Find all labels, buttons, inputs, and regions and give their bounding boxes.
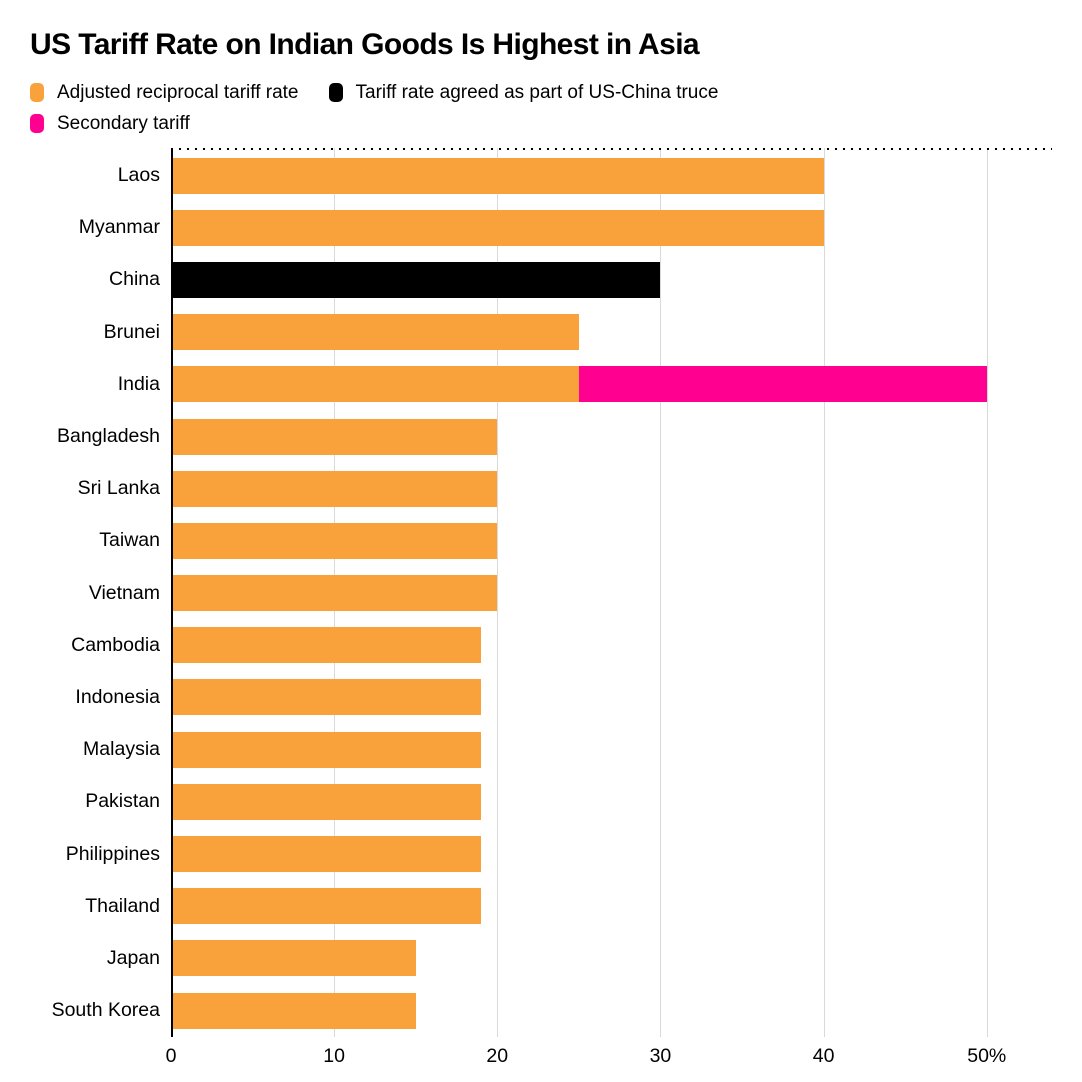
chart-row: South Korea — [30, 985, 1052, 1037]
x-tick-label-10: 10 — [323, 1044, 345, 1067]
legend-label-secondary-tariff: Secondary tariff — [57, 112, 190, 134]
chart-row: Pakistan — [30, 776, 1052, 828]
chart-row: Vietnam — [30, 567, 1052, 619]
category-label: Brunei — [103, 320, 160, 343]
gridline-50 — [986, 147, 988, 1037]
bar-segment-black — [171, 261, 661, 298]
bar-track — [171, 314, 1052, 351]
bar-segment-orange — [171, 783, 481, 820]
bar-segment-orange — [171, 314, 579, 351]
x-axis: 0 10 20 30 40 50% — [166, 1037, 1052, 1071]
bar-segment-orange — [171, 157, 824, 194]
chart-row: Philippines — [30, 828, 1052, 880]
bar-segment-orange — [171, 522, 498, 559]
bar-track — [171, 679, 1052, 716]
bar-segment-orange — [171, 888, 481, 925]
bar-track — [171, 940, 1052, 977]
bar-segment-orange — [171, 627, 481, 664]
chart-row: Thailand — [30, 880, 1052, 932]
bar-segment-pink — [578, 366, 987, 403]
bar-segment-orange — [171, 575, 498, 612]
bar-segment-orange — [171, 992, 416, 1029]
legend: Adjusted reciprocal tariff rate Tariff r… — [30, 81, 1052, 136]
x-tick-label-40: 40 — [812, 1044, 835, 1067]
bar-track — [171, 522, 1052, 559]
bar-segment-orange — [171, 418, 498, 455]
legend-item-adjusted-reciprocal: Adjusted reciprocal tariff rate — [30, 81, 299, 105]
category-label: China — [109, 268, 160, 291]
chart-row: Sri Lanka — [30, 463, 1052, 515]
category-label: India — [117, 372, 160, 395]
x-tick-label-0: 0 — [165, 1044, 177, 1067]
bar-segment-orange — [171, 836, 481, 873]
chart-row: China — [30, 254, 1052, 306]
bar-segment-orange — [171, 679, 481, 716]
bar-track — [171, 470, 1052, 507]
legend-label-us-china-truce: Tariff rate agreed as part of US-China t… — [355, 81, 719, 103]
bar-track — [171, 783, 1052, 820]
chart-row: Brunei — [30, 306, 1052, 358]
chart-row: Japan — [30, 932, 1052, 984]
x-tick-label-20: 20 — [486, 1044, 509, 1067]
chart-row: Cambodia — [30, 619, 1052, 671]
bar-track — [171, 731, 1052, 768]
x-tick-label-50: 50% — [967, 1044, 1007, 1067]
legend-item-secondary-tariff: Secondary tariff — [30, 112, 190, 136]
plot-top-dotted-border — [171, 147, 1052, 150]
bar-track — [171, 366, 1052, 403]
chart-row: Indonesia — [30, 671, 1052, 723]
legend-swatch-orange-icon — [30, 83, 44, 102]
gridline-40 — [823, 147, 825, 1037]
legend-swatch-black-icon — [328, 83, 343, 102]
legend-swatch-pink-icon — [30, 114, 44, 133]
gridline-20 — [497, 147, 499, 1037]
bar-track — [171, 157, 1052, 194]
bar-track — [171, 836, 1052, 873]
category-label: Malaysia — [83, 738, 160, 761]
category-label: Cambodia — [71, 633, 160, 656]
legend-row-1: Adjusted reciprocal tariff rate Tariff r… — [30, 81, 1052, 105]
gridline-30 — [660, 147, 662, 1037]
chart-row: India — [30, 358, 1052, 410]
x-tick-label-30: 30 — [649, 1044, 672, 1067]
chart-row: Laos — [30, 150, 1052, 202]
category-label: South Korea — [51, 999, 160, 1022]
bar-track — [171, 575, 1052, 612]
bar-track — [171, 992, 1052, 1029]
category-label: Bangladesh — [56, 425, 160, 448]
legend-row-2: Secondary tariff — [30, 112, 1052, 136]
bar-segment-orange — [171, 940, 416, 977]
category-label: Japan — [106, 946, 160, 969]
bar-track — [171, 209, 1052, 246]
category-label: Taiwan — [99, 529, 160, 552]
chart-row: Bangladesh — [30, 410, 1052, 462]
chart-row: Malaysia — [30, 724, 1052, 776]
legend-label-adjusted-reciprocal: Adjusted reciprocal tariff rate — [57, 81, 299, 103]
zero-axis-line — [171, 147, 173, 1037]
category-label: Philippines — [65, 842, 160, 865]
bar-segment-orange — [171, 470, 498, 507]
bar-chart: Laos Myanmar China Brunei India Bangladesh Sri… — [30, 147, 1052, 1071]
bar-segment-orange — [171, 731, 481, 768]
bar-track — [171, 888, 1052, 925]
bar-track — [171, 418, 1052, 455]
bar-rows: Laos Myanmar China Brunei India Bangladesh Sri… — [30, 148, 1052, 1037]
category-label: Thailand — [85, 894, 160, 917]
chart-row: Taiwan — [30, 515, 1052, 567]
legend-item-us-china-truce: Tariff rate agreed as part of US-China t… — [328, 81, 719, 105]
category-label: Myanmar — [78, 216, 160, 239]
category-label: Vietnam — [88, 581, 160, 604]
bar-track — [171, 627, 1052, 664]
chart-title: US Tariff Rate on Indian Goods Is Highes… — [30, 28, 700, 61]
category-label: Sri Lanka — [77, 477, 160, 500]
bar-track — [171, 261, 1052, 298]
bar-segment-orange — [171, 209, 824, 246]
bar-segment-orange — [171, 366, 579, 403]
category-label: Indonesia — [75, 685, 160, 708]
category-label: Pakistan — [85, 790, 160, 813]
category-label: Laos — [117, 164, 160, 187]
chart-row: Myanmar — [30, 202, 1052, 254]
